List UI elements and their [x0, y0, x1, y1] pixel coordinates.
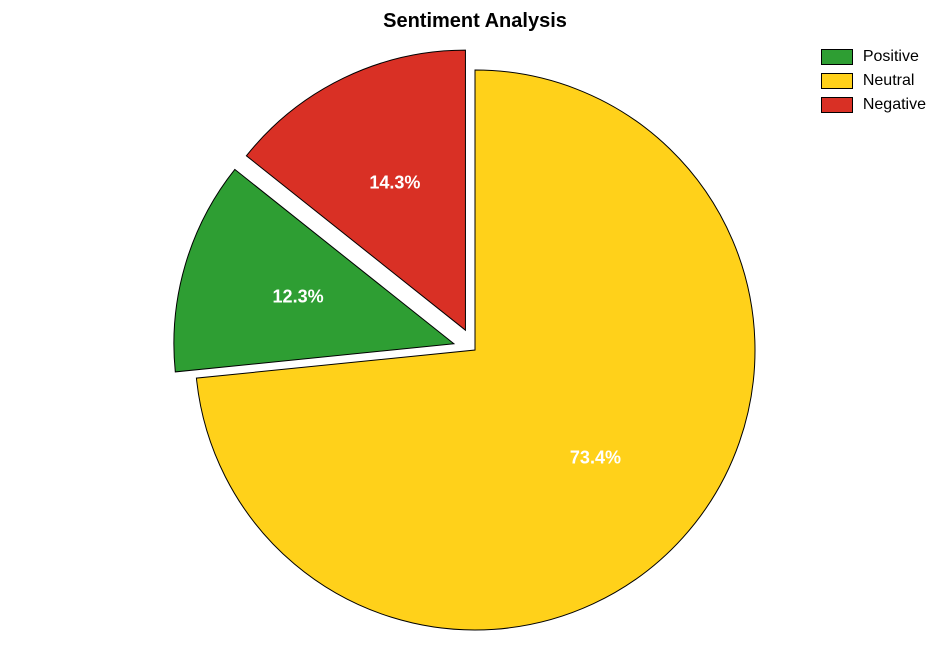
- legend-item-positive: Positive: [821, 48, 926, 66]
- pie-svg: 73.4% 12.3% 14.3%: [0, 40, 950, 662]
- sentiment-pie-chart: Sentiment Analysis 73.4% 12.3% 14.3% Posit…: [0, 0, 950, 662]
- legend-item-neutral: Neutral: [821, 72, 926, 90]
- legend: Positive Neutral Negative: [821, 48, 926, 120]
- pie-slice-label-positive: 12.3%: [273, 287, 324, 307]
- chart-title: Sentiment Analysis: [0, 10, 950, 33]
- legend-label-neutral: Neutral: [863, 72, 915, 90]
- pie-slice-label-neutral: 73.4%: [570, 448, 621, 468]
- pie-slice-label-negative: 14.3%: [369, 173, 420, 193]
- legend-swatch-negative: [821, 97, 853, 113]
- legend-label-positive: Positive: [863, 48, 919, 66]
- legend-swatch-neutral: [821, 73, 853, 89]
- legend-swatch-positive: [821, 49, 853, 65]
- legend-label-negative: Negative: [863, 96, 926, 114]
- legend-item-negative: Negative: [821, 96, 926, 114]
